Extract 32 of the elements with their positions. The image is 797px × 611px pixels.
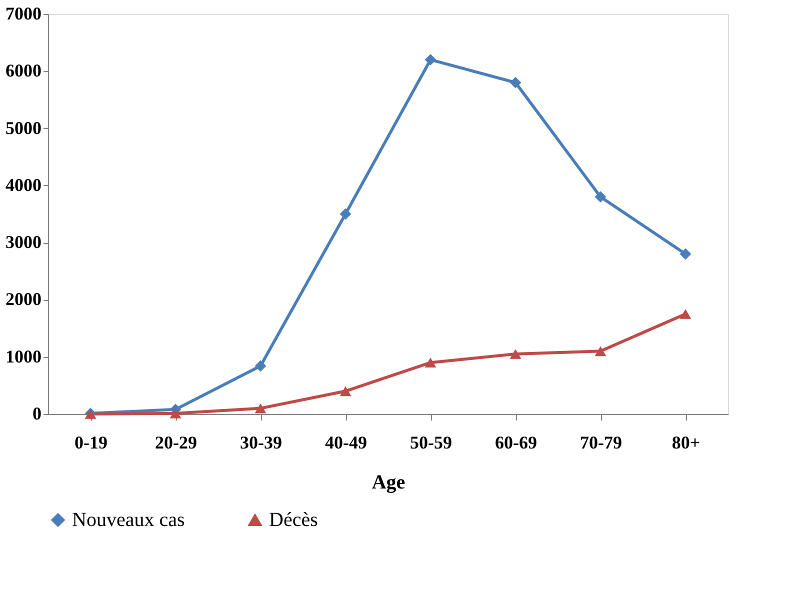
y-tick-label: 0 [32, 404, 42, 424]
point [254, 360, 266, 372]
point [594, 191, 606, 203]
point [340, 208, 352, 220]
point [424, 54, 436, 66]
point [510, 349, 522, 359]
x-tick-label: 50-59 [410, 432, 452, 452]
x-tick-label: 20-29 [155, 432, 197, 452]
x-tick-label: 40-49 [325, 432, 367, 452]
y-tick-label: 4000 [6, 174, 42, 195]
x-tick-label: 70-79 [580, 432, 622, 452]
point [680, 309, 692, 319]
y-tick-label: 6000 [6, 60, 42, 81]
x-tick-label: 80+ [672, 432, 700, 452]
y-tick-label: 7000 [6, 4, 42, 24]
point [424, 358, 436, 368]
legend-label: Décès [269, 509, 318, 531]
point [510, 76, 522, 88]
point [254, 403, 266, 414]
y-tick-label: 2000 [6, 289, 42, 310]
x-tick-label: 0-19 [74, 432, 108, 452]
x-tick-label: 30-39 [240, 432, 282, 452]
x-tick-label: 60-69 [495, 432, 537, 452]
point [594, 346, 606, 356]
point [170, 408, 182, 418]
point [340, 386, 352, 396]
point [680, 248, 692, 260]
legend-label: Nouveaux cas [72, 509, 185, 531]
x-axis-title: Age [372, 472, 406, 494]
y-tick-label: 3000 [6, 232, 42, 252]
y-tick-label: 1000 [6, 346, 42, 366]
y-tick-label: 5000 [6, 118, 42, 138]
